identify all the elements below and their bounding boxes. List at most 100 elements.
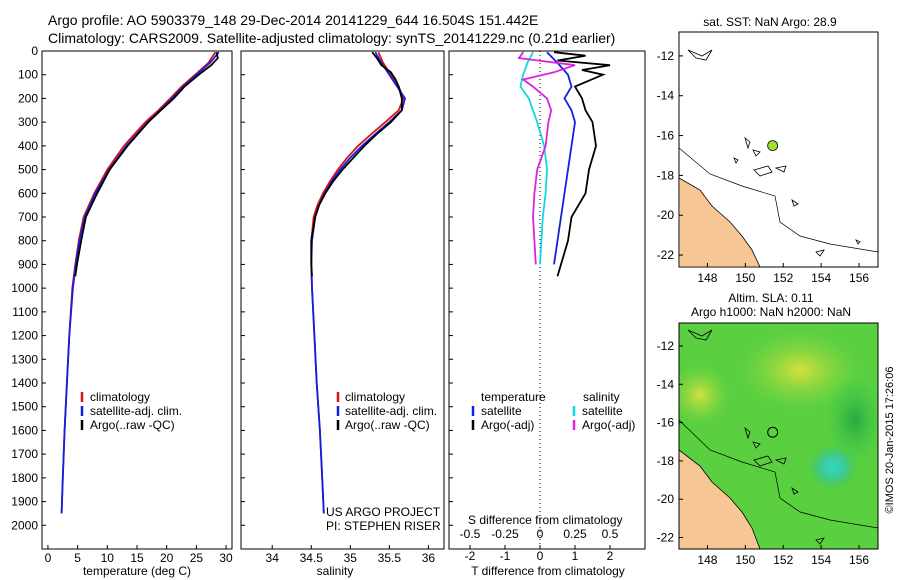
map-y-tick-label: -16 <box>657 129 675 143</box>
map-y-tick-label: -14 <box>657 377 675 391</box>
sst-map-title: sat. SST: NaN Argo: 28.9 <box>703 15 837 29</box>
x-tick-label: 20 <box>160 551 174 565</box>
sla-low-anomaly-east <box>825 375 878 465</box>
depth-tick-label: 100 <box>18 68 38 82</box>
map-y-tick-label: -20 <box>657 208 675 222</box>
argo-float-marker <box>767 426 779 438</box>
s-diff-tick-label: -0.25 <box>491 527 519 541</box>
climatology-title: Climatology: CARS2009. Satellite-adjuste… <box>48 30 616 46</box>
t-diff-tick-label: 2 <box>607 549 614 563</box>
depth-tick-label: 2000 <box>11 518 38 532</box>
x-tick-label: 30 <box>219 551 233 565</box>
t-diff-tick-label: 1 <box>572 549 579 563</box>
legend-argo-label: Argo(..raw -QC) <box>90 418 175 432</box>
sst-map-isobath <box>678 147 879 253</box>
legend-satellite-label: satellite-adj. clim. <box>90 404 182 418</box>
legend-t-argo-label: Argo(-adj) <box>481 418 534 432</box>
depth-axis: 0 100 200 300 400 500 600 700 800 900 1000 1100 1200… <box>11 44 453 532</box>
depth-tick-label: 1100 <box>12 305 38 319</box>
legend-s-argo-label: Argo(-adj) <box>582 418 635 432</box>
depth-tick-label: 600 <box>18 186 38 200</box>
depth-tick-label: 700 <box>18 210 38 224</box>
depth-tick-label: 1700 <box>11 447 38 461</box>
sst-map-axes: 148 150 152 154 156 -12 -14 -16 -18 -20 -22 <box>657 49 870 285</box>
temperature-legend: climatology satellite-adj. clim. Argo(..… <box>80 390 182 432</box>
legend-s-satellite-label: satellite <box>582 404 623 418</box>
temperature-panel-frame <box>41 50 233 550</box>
sla-map-title-1: Altim. SLA: 0.11 <box>728 291 813 305</box>
s-difference-label: S difference from climatology <box>468 513 623 527</box>
legend-argo-label: Argo(..raw -QC) <box>345 418 430 432</box>
map-x-tick-label: 154 <box>811 271 831 285</box>
x-tick-label: 5 <box>74 551 81 565</box>
depth-tick-label: 1000 <box>11 281 38 295</box>
diff-series-temperature-satellite <box>546 51 576 265</box>
map-y-tick-label: -12 <box>657 339 675 353</box>
salinity-legend: climatology satellite-adj. clim. Argo(..… <box>336 390 437 432</box>
salinity-panel-frame <box>240 50 445 550</box>
depth-tick-label: 1400 <box>11 376 38 390</box>
profile-title: Argo profile: AO 5903379_148 29-Dec-2014… <box>48 12 539 28</box>
x-tick-label: 0 <box>45 551 52 565</box>
legend-salinity-title: salinity <box>583 390 620 404</box>
series-line-argo-raw-qc- <box>74 52 219 277</box>
t-diff-tick-label: 0 <box>537 549 544 563</box>
depth-tick-label: 1500 <box>11 400 38 414</box>
sla-map-title-2: Argo h1000: NaN h2000: NaN <box>691 305 851 319</box>
map-y-tick-label: -18 <box>657 168 675 182</box>
map-y-tick-label: -12 <box>657 49 675 63</box>
map-x-tick-label: 156 <box>849 271 869 285</box>
difference-plot: -2 -1 0 1 2 -0.5 -0.25 0 0.25 0.5 <box>460 51 619 563</box>
map-x-tick-label: 152 <box>773 271 793 285</box>
map-x-tick-label: 154 <box>811 553 831 567</box>
depth-tick-label: 1900 <box>11 495 38 509</box>
sla-map-islands <box>687 329 825 545</box>
map-x-tick-label: 150 <box>735 271 755 285</box>
legend-temperature-title: temperature <box>481 390 546 404</box>
x-tick-label: 34.5 <box>300 551 324 565</box>
depth-tick-label: 900 <box>18 257 38 271</box>
sla-high-anomaly-west <box>679 365 730 425</box>
project-line1: US ARGO PROJECT <box>326 505 441 519</box>
diff-series-temperature-argo-adj- <box>553 51 611 277</box>
depth-tick-label: 1200 <box>11 329 38 343</box>
series-line-argo-raw-qc- <box>310 51 403 277</box>
diff-series-salinity-satellite <box>519 51 548 265</box>
x-tick-label: 10 <box>101 551 115 565</box>
sla-low-anomaly <box>807 443 859 491</box>
sst-map-land <box>678 177 761 268</box>
x-tick-label: 25 <box>190 551 204 565</box>
x-tick-label: 34 <box>266 551 280 565</box>
legend-climatology-label: climatology <box>90 390 150 404</box>
t-difference-label: T difference from climatology <box>471 564 625 578</box>
x-tick-label: 35 <box>344 551 358 565</box>
depth-tick-label: 1300 <box>11 352 38 366</box>
series-line-climatology <box>60 51 217 514</box>
difference-panel-frame <box>448 50 646 550</box>
legend-climatology-label: climatology <box>345 390 405 404</box>
legend-satellite-label: satellite-adj. clim. <box>345 404 437 418</box>
depth-tick-label: 0 <box>31 44 38 58</box>
sst-map <box>678 31 879 268</box>
temperature-plot: 0 5 10 15 20 25 30 <box>45 51 233 565</box>
sla-map-frame <box>678 322 879 550</box>
depth-tick-label: 400 <box>18 139 38 153</box>
legend-t-satellite-label: satellite <box>481 404 522 418</box>
depth-tick-label: 800 <box>18 234 38 248</box>
project-line2: PI: STEPHEN RISER <box>326 519 441 533</box>
sla-map-axes: 148 150 152 154 156 -12 -14 -16 -18 -20 -22 <box>657 339 870 567</box>
imos-credit: ©IMOS 20-Jan-2015 17:26:06 <box>884 367 896 514</box>
map-y-tick-label: -22 <box>657 531 675 545</box>
map-x-tick-label: 148 <box>697 553 717 567</box>
temperature-axis-label: temperature (deg C) <box>83 564 191 578</box>
map-y-tick-label: -22 <box>657 248 675 262</box>
difference-legend: temperature satellite Argo(-adj) salinit… <box>471 390 635 432</box>
map-x-tick-label: 148 <box>697 271 717 285</box>
sla-map-land <box>679 449 761 549</box>
map-x-tick-label: 150 <box>735 553 755 567</box>
map-y-tick-label: -18 <box>657 454 675 468</box>
map-x-tick-label: 156 <box>849 553 869 567</box>
depth-tick-label: 1600 <box>11 423 38 437</box>
map-y-tick-label: -14 <box>657 89 675 103</box>
